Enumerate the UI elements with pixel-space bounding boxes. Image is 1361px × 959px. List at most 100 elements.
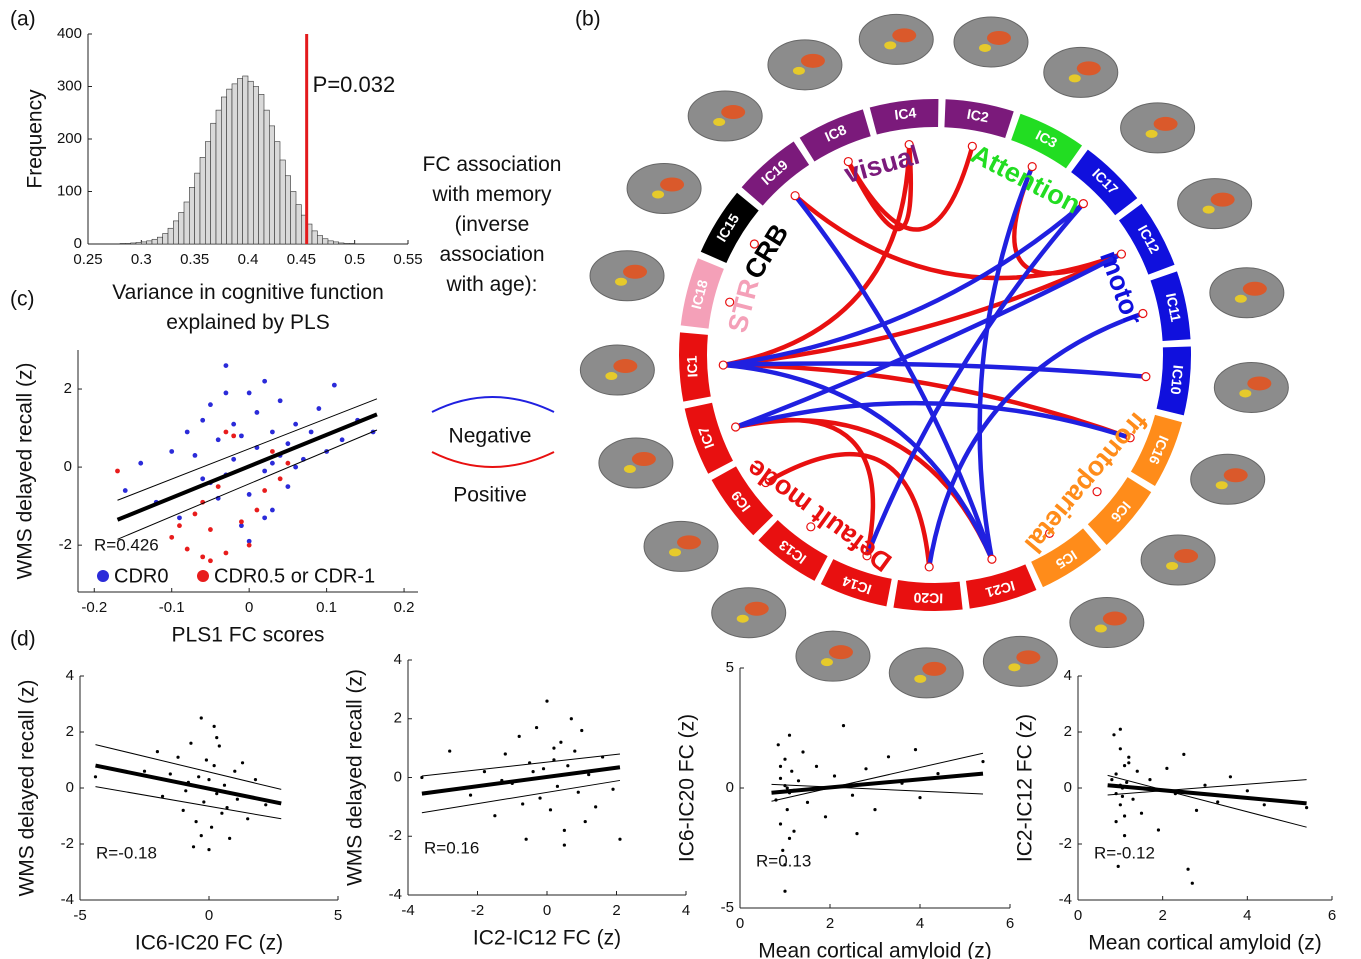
link	[723, 252, 1123, 368]
scatter-point	[1194, 808, 1199, 813]
scatter-point	[228, 836, 232, 841]
ring-segment	[1031, 528, 1102, 588]
brain-activation	[623, 465, 636, 474]
scatter-point	[559, 740, 563, 744]
scatter-point	[864, 767, 868, 771]
ring-segment	[869, 99, 939, 135]
scatter-point	[1116, 864, 1120, 869]
x-axis-label: IC2-IC12 FC (z)	[473, 927, 621, 950]
y-tick-label: 2	[64, 380, 72, 397]
ring-segment	[1118, 203, 1175, 275]
brain-activation	[979, 43, 992, 52]
scatter-point	[246, 538, 252, 544]
ring-segment	[799, 109, 871, 162]
x-axis-label: Variance in cognitive function explained…	[112, 281, 384, 334]
x-tick-label: 6	[1006, 915, 1014, 932]
y-tick-label: 0	[66, 779, 74, 796]
scatter-point	[448, 749, 452, 753]
scatter-point	[783, 757, 787, 761]
scatter-point	[142, 769, 147, 773]
x-tick-label: 0	[205, 907, 213, 924]
x-tick-label: 4	[682, 902, 690, 919]
x-tick-label: 0.3	[131, 251, 152, 268]
x-tick-label: -0.1	[159, 599, 185, 616]
scatter-point	[1165, 766, 1169, 771]
histogram-bar	[269, 125, 275, 245]
scatter-point	[521, 802, 525, 806]
legend-label: CDR0.5 or CDR-1	[214, 565, 375, 587]
scatter-point	[231, 433, 237, 439]
x-tick-label: 2	[612, 902, 620, 919]
scatter-point	[215, 736, 219, 740]
scatter-point	[202, 800, 206, 804]
x-tick-label: 0	[1074, 907, 1082, 924]
histogram-bar	[258, 94, 265, 245]
scatter-point	[115, 468, 120, 474]
scatter-point	[215, 484, 221, 490]
node-dot	[1027, 161, 1037, 172]
scatter-point	[246, 492, 252, 497]
scatter-point	[482, 770, 487, 774]
histogram-bar	[141, 241, 147, 245]
histogram-bar	[146, 240, 153, 245]
scatter-point	[562, 828, 566, 832]
scatter-point	[776, 743, 780, 747]
scatter-point	[855, 832, 859, 836]
brain-activation	[1215, 481, 1228, 490]
link	[846, 145, 975, 232]
scatter-point	[778, 776, 783, 781]
y-tick-label: 2	[1064, 723, 1072, 740]
node-dot	[725, 297, 735, 307]
brain-activation	[721, 105, 746, 120]
scatter-point	[168, 772, 172, 776]
y-tick-label: 0	[394, 768, 402, 785]
scatter-point	[823, 815, 828, 819]
panel-label: (d)	[10, 628, 36, 651]
scatter-point	[1118, 727, 1122, 731]
brain-activation	[820, 658, 833, 667]
histogram-bar	[119, 243, 126, 245]
legend-title: FC association with memory (inverse asso…	[422, 153, 562, 296]
scatter-point	[1203, 783, 1207, 787]
scatter-point	[285, 484, 291, 490]
link	[735, 400, 1131, 440]
brain-activation	[615, 277, 628, 286]
scatter-point	[222, 783, 227, 787]
y-axis-label: Frequency	[24, 89, 47, 189]
histogram-bar	[317, 235, 323, 245]
scatter-point	[1190, 881, 1194, 885]
x-tick-label: 0	[245, 599, 253, 616]
y-axis-label: WMS delayed recall (z)	[14, 362, 37, 579]
scatter-point	[517, 734, 521, 738]
scatter-point	[246, 542, 252, 548]
node-dot	[1138, 308, 1148, 319]
scatter-point	[339, 437, 345, 443]
node-label: IC1	[683, 355, 700, 378]
link	[977, 165, 1035, 560]
brain-activation	[605, 372, 618, 381]
scatter-point	[285, 460, 291, 466]
scatter-point	[215, 792, 219, 796]
confidence-line	[95, 786, 282, 820]
scatter-point	[783, 889, 787, 893]
fit-line	[771, 771, 984, 795]
scatter-point	[781, 848, 785, 853]
link	[864, 202, 1086, 557]
node-label: IC2	[966, 106, 990, 126]
scatter-point	[285, 441, 291, 447]
scatter-point	[583, 819, 587, 824]
scatter-point	[181, 808, 185, 813]
scatter-point	[199, 716, 203, 720]
histogram-bar	[327, 240, 334, 245]
brain-activation	[631, 452, 656, 467]
x-tick-label: 0.1	[316, 599, 337, 616]
x-tick-label: 0	[736, 915, 744, 932]
scatter-point	[503, 752, 507, 756]
scatter-point	[918, 796, 922, 800]
histogram-bar	[242, 75, 249, 245]
scatter-point	[223, 390, 229, 396]
scatter-point	[531, 770, 535, 774]
brain-activation	[1239, 389, 1252, 398]
scatter-point	[239, 433, 244, 439]
node-dot	[924, 562, 934, 572]
